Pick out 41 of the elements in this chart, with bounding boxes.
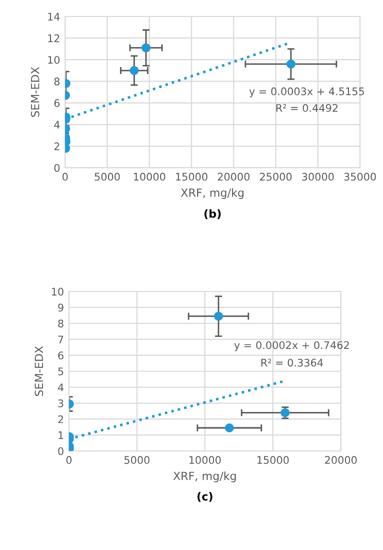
text: (c) xyxy=(197,492,212,502)
annotation: y = 0.0002x + 0.7462 xyxy=(234,341,349,352)
y-tick-label: 3 xyxy=(58,399,64,408)
x-axis-title: XRF, mg/kg xyxy=(180,188,244,199)
y-tick-label: 10 xyxy=(48,56,60,64)
y-tick-label: 9 xyxy=(58,304,64,312)
x-tick-label: 5000 xyxy=(124,456,150,464)
y-tick-label: 14 xyxy=(48,12,60,20)
y-tick-label: 7 xyxy=(58,336,64,344)
y-tick-label: 2 xyxy=(54,142,60,150)
y-tick-label: 12 xyxy=(48,34,60,42)
x-tick-label: 20000 xyxy=(218,172,250,181)
x-axis-title: XRF, mg/kg xyxy=(173,472,236,482)
y-tick-label: 1 xyxy=(58,431,64,440)
y-tick-label: 6 xyxy=(58,352,64,360)
x-tick-label: 15000 xyxy=(257,456,289,464)
y-tick-label: 5 xyxy=(58,368,64,376)
y-tick-label: 6 xyxy=(54,99,60,108)
x-tick-label: 0 xyxy=(66,456,72,464)
y-axis-title: SEM-EDX xyxy=(34,346,44,396)
x-tick-label: 30000 xyxy=(302,172,334,181)
y-tick-label: 0 xyxy=(58,447,64,456)
y-axis-title: SEM-EDX xyxy=(30,67,40,117)
y-tick-label: 8 xyxy=(54,78,60,86)
x-tick-label: 25000 xyxy=(260,172,292,181)
annotation: R² = 0.3364 xyxy=(261,358,323,367)
y-tick-label: 4 xyxy=(58,384,64,392)
x-tick-label: 35000 xyxy=(344,172,376,181)
y-tick-label: 4 xyxy=(54,120,60,128)
text: (b) xyxy=(204,209,221,220)
x-tick-label: 10000 xyxy=(134,172,166,181)
y-tick-label: 10 xyxy=(52,288,64,296)
y-tick-label: 0 xyxy=(54,164,60,172)
annotation: y = 0.0003x + 4.5155 xyxy=(249,87,364,98)
y-tick-label: 8 xyxy=(58,320,64,328)
x-tick-label: 10000 xyxy=(189,456,221,464)
x-tick-label: 15000 xyxy=(176,172,208,181)
y-tick-label: 2 xyxy=(58,415,64,424)
x-tick-label: 5000 xyxy=(94,172,120,181)
annotation: R² = 0.4492 xyxy=(276,104,338,112)
x-tick-label: 20000 xyxy=(325,456,357,464)
